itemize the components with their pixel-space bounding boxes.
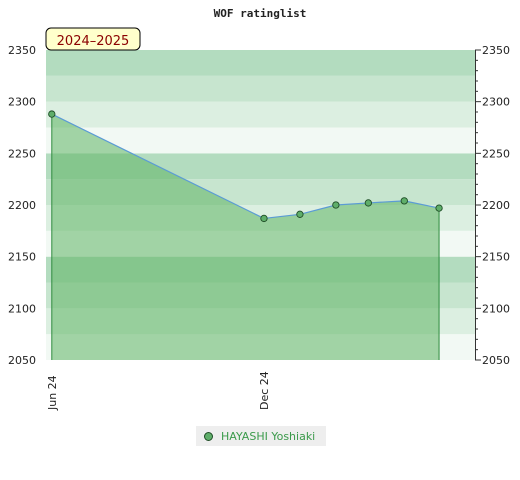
legend: HAYASHI Yoshiaki <box>196 426 326 446</box>
data-point-3 <box>332 201 340 209</box>
x-tick-label-1: Dec 24 <box>258 371 271 410</box>
data-point-4 <box>364 199 372 207</box>
y-tick-label-left-2150: 2150 <box>8 251 36 264</box>
data-markers <box>48 110 443 223</box>
y-tick-label-right-2050: 2050 <box>482 354 510 367</box>
data-point-5 <box>400 197 408 205</box>
y-tick-label-right-2350: 2350 <box>482 44 510 57</box>
data-point-0 <box>48 110 56 118</box>
y-tick-label-left-2200: 2200 <box>8 199 36 212</box>
band-2275 <box>46 101 475 128</box>
y-tick-label-left-2050: 2050 <box>8 354 36 367</box>
y-tick-label-right-2150: 2150 <box>482 251 510 264</box>
season-badge-text: 2024–2025 <box>57 34 130 49</box>
x-tick-label-0: Jun 24 <box>46 375 59 411</box>
data-point-1 <box>260 214 268 223</box>
data-point-2 <box>296 210 304 218</box>
x-axis: Jun 24 Dec 24 <box>46 371 271 411</box>
band-2300 <box>46 75 475 102</box>
area-fill <box>51 114 440 360</box>
y-tick-label-right-2250: 2250 <box>482 147 510 160</box>
y-tick-label-left-2100: 2100 <box>8 302 36 315</box>
y-axis-left: 2050 2100 2150 2200 2250 2300 2350 <box>8 44 36 367</box>
y-tick-label-left-2300: 2300 <box>8 96 36 109</box>
y-tick-label-right-2200: 2200 <box>482 199 510 212</box>
legend-label: HAYASHI Yoshiaki <box>221 429 316 443</box>
y-tick-label-left-2350: 2350 <box>8 44 36 57</box>
season-badge: 2024–2025 <box>45 27 141 51</box>
chart-title: WOF ratinglist <box>214 7 307 20</box>
y-tick-label-right-2300: 2300 <box>482 96 510 109</box>
data-point-6 <box>435 204 443 212</box>
legend-marker-icon <box>204 431 213 441</box>
y-tick-label-right-2100: 2100 <box>482 302 510 315</box>
band-2325 <box>46 50 475 76</box>
y-tick-label-left-2250: 2250 <box>8 147 36 160</box>
y-axis-right: 2050 2100 2150 2200 2250 2300 2350 <box>475 44 510 367</box>
